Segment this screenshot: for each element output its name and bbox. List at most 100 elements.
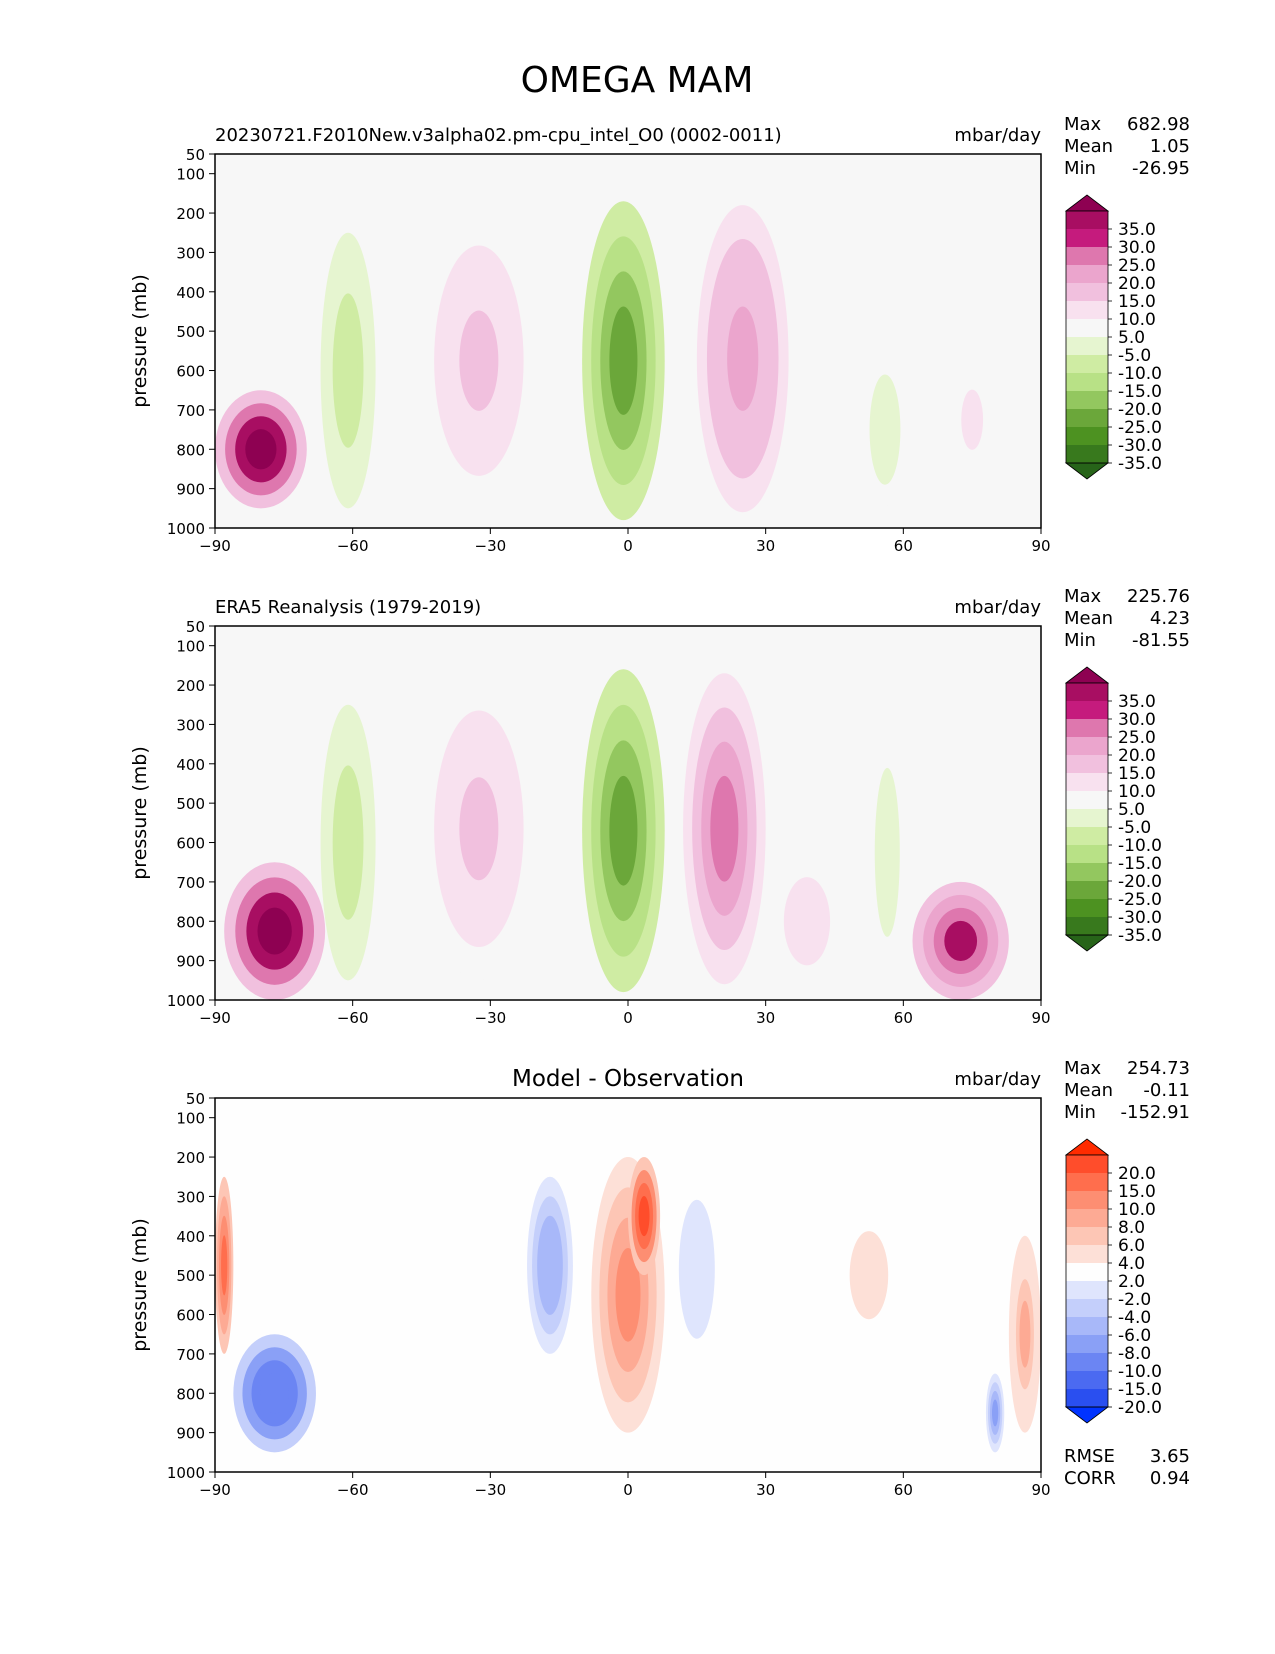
colorbar-bin bbox=[1066, 355, 1108, 374]
colorbar-extend-bottom bbox=[1064, 462, 1110, 480]
x-tick-label: 30 bbox=[756, 1481, 775, 1499]
x-tick-label: 0 bbox=[623, 537, 633, 555]
y-axis-label: pressure (mb) bbox=[129, 746, 151, 880]
colorbar-bin bbox=[1066, 701, 1108, 720]
stat-value: -81.55 bbox=[1132, 630, 1190, 651]
contour-nh-subsidence-3 bbox=[875, 396, 895, 464]
stat-value: 225.76 bbox=[1127, 586, 1190, 607]
contour-nh-positive-3 bbox=[857, 1248, 881, 1302]
contour-nh-lowlevel-ascent-3 bbox=[792, 894, 822, 949]
x-tick-label: 0 bbox=[623, 1481, 633, 1499]
x-tick-label: 30 bbox=[756, 537, 775, 555]
stat-value: 682.98 bbox=[1127, 114, 1190, 135]
y-tick-label: 900 bbox=[176, 953, 205, 971]
units-label: mbar/day bbox=[954, 1069, 1041, 1090]
colorbar-label: -20.0 bbox=[1118, 400, 1162, 420]
colorbar-bin bbox=[1066, 283, 1108, 302]
colorbar-bin bbox=[1066, 211, 1108, 230]
x-tick-label: −90 bbox=[199, 1009, 231, 1027]
colorbar-bin bbox=[1066, 265, 1108, 284]
colorbar-bin bbox=[1066, 1299, 1108, 1318]
stat-value: -152.91 bbox=[1121, 1102, 1190, 1123]
colorbar-label: -20.0 bbox=[1118, 1398, 1162, 1418]
contour-itcz-subsidence-3 bbox=[609, 775, 638, 886]
x-tick-label: −90 bbox=[199, 1481, 231, 1499]
colorbar-bin bbox=[1066, 845, 1108, 864]
colorbar-bin bbox=[1066, 301, 1108, 320]
colorbar-label: -2.0 bbox=[1118, 1290, 1151, 1310]
colorbar-label: 4.0 bbox=[1118, 1254, 1145, 1274]
y-tick-label: 50 bbox=[186, 618, 205, 636]
y-tick-label: 600 bbox=[176, 835, 205, 853]
y-tick-label: 100 bbox=[176, 1110, 205, 1128]
y-tick-label: 600 bbox=[176, 1307, 205, 1325]
colorbar-label: 15.0 bbox=[1118, 292, 1156, 312]
x-tick-label: 90 bbox=[1031, 1009, 1050, 1027]
y-tick-label: 500 bbox=[176, 1267, 205, 1285]
units-label: mbar/day bbox=[954, 597, 1041, 618]
colorbar-bin bbox=[1066, 899, 1108, 918]
contour-sh-polar-mixed-negative-3 bbox=[260, 1373, 289, 1414]
contour-arctic-negative-3 bbox=[991, 1399, 999, 1427]
colorbar-label: -5.0 bbox=[1118, 346, 1151, 366]
contour-nh-ascent-band-3 bbox=[727, 306, 759, 411]
colorbar-bin bbox=[1066, 1263, 1108, 1282]
colorbar-bin bbox=[1066, 229, 1108, 248]
stat-label: Min bbox=[1064, 158, 1096, 179]
y-tick-label: 400 bbox=[176, 756, 205, 774]
colorbar-label: 2.0 bbox=[1118, 1272, 1145, 1292]
colorbar: 35.030.025.020.015.010.05.0-5.0-10.0-15.… bbox=[1064, 666, 1162, 952]
y-tick-label: 700 bbox=[176, 1346, 205, 1364]
colorbar-extend-top bbox=[1064, 1138, 1110, 1156]
y-tick-label: 800 bbox=[176, 441, 205, 459]
y-tick-label: 400 bbox=[176, 284, 205, 302]
x-tick-label: −30 bbox=[475, 1481, 507, 1499]
colorbar-label: 20.0 bbox=[1118, 1164, 1156, 1184]
colorbar-bin bbox=[1066, 1227, 1108, 1246]
y-tick-label: 200 bbox=[176, 205, 205, 223]
contour-sh-subsidence-3 bbox=[338, 795, 358, 890]
colorbar-label: 35.0 bbox=[1118, 220, 1156, 240]
colorbar-label: -10.0 bbox=[1118, 364, 1162, 384]
panel-subtitle: ERA5 Reanalysis (1979-2019) bbox=[215, 597, 481, 618]
colorbar-label: -25.0 bbox=[1118, 418, 1162, 438]
metric-value: 3.65 bbox=[1150, 1446, 1190, 1467]
y-axis-label: pressure (mb) bbox=[129, 274, 151, 408]
colorbar-bin bbox=[1066, 373, 1108, 392]
x-tick-label: 90 bbox=[1031, 537, 1050, 555]
colorbar-label: -10.0 bbox=[1118, 1362, 1162, 1382]
colorbar-label: 20.0 bbox=[1118, 746, 1156, 766]
colorbar-bin bbox=[1066, 863, 1108, 882]
colorbar-label: 30.0 bbox=[1118, 710, 1156, 730]
colorbar-label: 35.0 bbox=[1118, 692, 1156, 712]
metric-value: 0.94 bbox=[1150, 1468, 1190, 1489]
y-tick-label: 300 bbox=[176, 244, 205, 262]
stat-label: Max bbox=[1064, 1058, 1102, 1079]
x-tick-label: 90 bbox=[1031, 1481, 1050, 1499]
colorbar-label: 5.0 bbox=[1118, 328, 1145, 348]
colorbar-bin bbox=[1066, 409, 1108, 428]
panel-title: Model - Observation bbox=[512, 1066, 744, 1092]
colorbar-bin bbox=[1066, 683, 1108, 702]
x-tick-label: −60 bbox=[337, 537, 369, 555]
metric-label: RMSE bbox=[1064, 1446, 1115, 1467]
y-tick-label: 100 bbox=[176, 638, 205, 656]
colorbar-label: -15.0 bbox=[1118, 854, 1162, 874]
colorbar-label: 5.0 bbox=[1118, 800, 1145, 820]
y-tick-label: 500 bbox=[176, 323, 205, 341]
y-tick-label: 100 bbox=[176, 166, 205, 184]
colorbar-label: 25.0 bbox=[1118, 728, 1156, 748]
x-tick-label: −90 bbox=[199, 537, 231, 555]
stat-label: Max bbox=[1064, 586, 1102, 607]
contour-tropical-positive-3 bbox=[615, 1247, 641, 1342]
colorbar-bin bbox=[1066, 1335, 1108, 1354]
colorbar-bin bbox=[1066, 1155, 1108, 1174]
colorbar-bin bbox=[1066, 1281, 1108, 1300]
colorbar-bin bbox=[1066, 1209, 1108, 1228]
x-tick-label: 60 bbox=[894, 537, 913, 555]
colorbar-bin bbox=[1066, 755, 1108, 774]
figure-title: OMEGA MAM bbox=[521, 60, 754, 101]
contour-itcz-subsidence-3 bbox=[609, 306, 638, 415]
colorbar-bin bbox=[1066, 319, 1108, 338]
colorbar-label: 15.0 bbox=[1118, 1182, 1156, 1202]
